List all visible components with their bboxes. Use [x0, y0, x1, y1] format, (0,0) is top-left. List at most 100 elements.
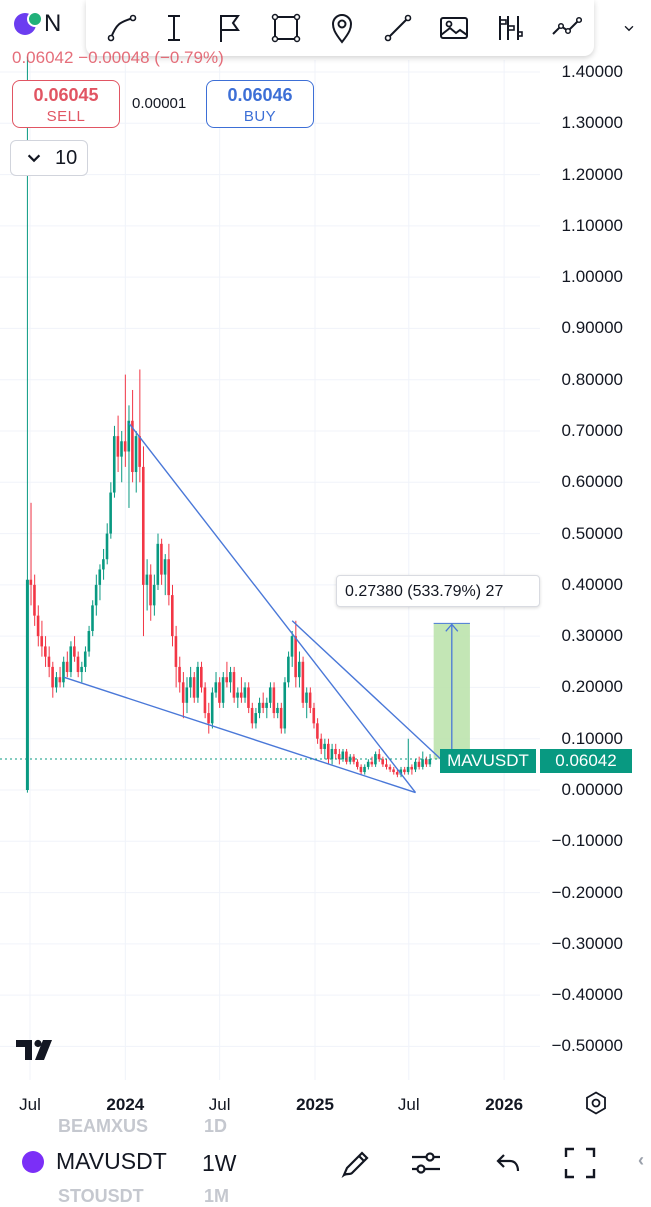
candle-body	[218, 682, 221, 703]
price-axis-label: 1.30000	[561, 113, 623, 133]
price-axis-label: 0.60000	[561, 472, 623, 492]
candle-body	[112, 436, 116, 493]
sell-button[interactable]: 0.06045 SELL	[12, 80, 120, 128]
symbol-logo-icon	[14, 11, 43, 35]
candle-body	[51, 666, 54, 688]
rectangle-tool-icon[interactable]	[268, 10, 304, 46]
time-axis-label: 2026	[485, 1095, 524, 1114]
candle-body	[388, 766, 392, 770]
drawing-pen-icon[interactable]	[338, 1145, 374, 1181]
indicators-icon[interactable]	[408, 1145, 444, 1181]
candle-body	[265, 702, 268, 708]
measure-label[interactable]: 0.27380 (533.79%) 27	[336, 575, 540, 607]
candle-body	[283, 682, 287, 729]
quantity-selector[interactable]: 10	[10, 140, 88, 176]
path-tool-icon[interactable]	[548, 10, 584, 46]
candle-body	[385, 764, 388, 767]
candle-body	[421, 759, 424, 767]
candle-body	[326, 743, 330, 760]
candle-body	[207, 713, 210, 724]
buy-button[interactable]: 0.06046 BUY	[206, 80, 314, 128]
candle-body	[58, 677, 62, 683]
location-pin-tool-icon[interactable]	[324, 10, 360, 46]
candle-body	[287, 656, 290, 683]
candle-body	[279, 707, 283, 729]
flag-tool-icon[interactable]	[212, 10, 248, 46]
price-axis-label: 0.40000	[561, 574, 623, 594]
time-axis-label: 2025	[296, 1095, 334, 1114]
candle-body	[116, 436, 120, 457]
candle-body	[229, 672, 232, 683]
price-change: −0.00048 (−0.79%)	[78, 48, 224, 67]
buy-price: 0.06046	[227, 85, 293, 105]
candle-body	[102, 559, 105, 570]
candle-body	[254, 713, 258, 724]
candle-body	[36, 615, 40, 637]
candle-body	[221, 677, 225, 703]
candle-body	[395, 772, 399, 775]
candle-body	[69, 646, 73, 673]
candle-body	[109, 492, 112, 534]
candle-body	[123, 441, 127, 452]
symbol-selector[interactable]: MAVUSDT	[22, 1148, 167, 1175]
text-cursor-tool-icon[interactable]	[156, 10, 192, 46]
candle-body	[171, 595, 174, 637]
price-axis-label: −0.30000	[551, 933, 623, 953]
candle-body	[189, 677, 192, 688]
tradingview-logo-icon[interactable]	[16, 1038, 64, 1062]
chevron-down-icon[interactable]	[614, 10, 644, 46]
candle-body	[258, 702, 261, 714]
candle-body	[337, 754, 341, 760]
candle-body	[355, 761, 359, 767]
candle-body	[152, 584, 156, 606]
symbol-header[interactable]: N	[0, 10, 61, 38]
candle-body	[225, 677, 229, 683]
quantity-value: 10	[55, 146, 78, 169]
price-axis-label: −0.10000	[551, 831, 623, 851]
overflow-indicator[interactable]: ‹	[638, 1150, 644, 1170]
fullscreen-icon[interactable]	[562, 1145, 598, 1181]
candle-body	[312, 707, 316, 724]
image-tool-icon[interactable]	[436, 10, 472, 46]
trendline	[128, 422, 417, 793]
buy-label: BUY	[243, 108, 277, 125]
chart-settings-icon[interactable]	[584, 1091, 608, 1115]
trendline	[63, 676, 416, 794]
line-tool-icon[interactable]	[380, 10, 416, 46]
candle-body	[54, 677, 58, 688]
candle-body	[40, 636, 44, 647]
candle-body	[406, 766, 410, 773]
trendline	[291, 620, 442, 760]
candle-body	[323, 743, 326, 749]
ghost-timeframe-top: 1D	[204, 1116, 228, 1136]
price-tag-symbol: MAVUSDT	[440, 749, 536, 773]
time-axis-label: 2024	[106, 1095, 145, 1114]
price-axis-label: 1.40000	[561, 62, 623, 81]
quote-line: 0.06042 −0.00048 (−0.79%)	[12, 48, 224, 68]
candle-body	[25, 579, 29, 790]
candle-body	[120, 441, 123, 457]
ghost-symbol-top: BEAMXUS	[58, 1116, 149, 1136]
candle-body	[370, 761, 374, 765]
symbol-logo-icon	[22, 1150, 44, 1173]
candle-body	[250, 707, 254, 724]
candle-body	[167, 559, 170, 596]
candle-body	[268, 687, 272, 703]
candle-body	[381, 759, 384, 765]
candle-body	[131, 420, 134, 473]
candle-body	[301, 661, 305, 703]
trend-curve-tool-icon[interactable]	[104, 10, 140, 46]
price-axis-label: 0.10000	[561, 728, 623, 748]
time-axis-label: Jul	[397, 1095, 420, 1114]
price-axis-label: 0.20000	[561, 677, 623, 697]
candle-body	[363, 766, 366, 773]
candle-body	[399, 769, 403, 775]
timeframe-selector[interactable]: 1W	[202, 1150, 237, 1176]
chart-grid	[0, 60, 540, 1080]
last-price: 0.06042	[12, 48, 74, 67]
undo-icon[interactable]	[490, 1145, 526, 1181]
fib-tool-icon[interactable]	[492, 10, 528, 46]
candle-body	[290, 636, 294, 657]
candle-body	[80, 666, 83, 673]
